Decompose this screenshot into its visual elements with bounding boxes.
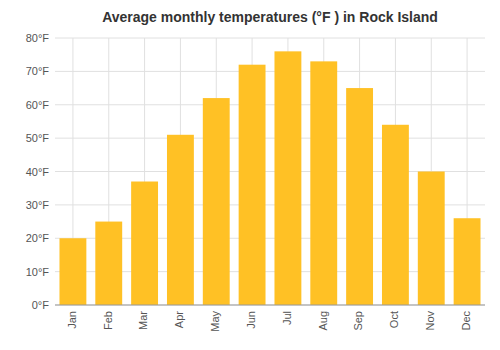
x-tick-label: May bbox=[209, 311, 221, 332]
grid-line-y bbox=[55, 104, 485, 105]
bar bbox=[346, 88, 373, 305]
y-tick-label: 20°F bbox=[26, 232, 50, 244]
bar bbox=[310, 61, 337, 305]
bar bbox=[454, 218, 481, 305]
x-tick-label: Nov bbox=[424, 311, 436, 331]
grid-line-y bbox=[55, 38, 485, 39]
y-tick-label: 70°F bbox=[26, 65, 50, 77]
bar bbox=[95, 222, 122, 305]
grid-line-y bbox=[55, 305, 485, 306]
x-tick-label: Jun bbox=[245, 311, 257, 329]
y-tick-label: 30°F bbox=[26, 199, 50, 211]
bar bbox=[382, 125, 409, 305]
x-tick-label: Aug bbox=[317, 311, 329, 331]
bar bbox=[59, 238, 86, 305]
grid-line-y bbox=[55, 138, 485, 139]
x-tick-label: Jan bbox=[66, 311, 78, 329]
grid-line-y bbox=[55, 71, 485, 72]
y-tick-label: 80°F bbox=[26, 32, 50, 44]
x-axis: Jan Feb Mar Apr May Jun Jul Aug Sep Oct Nov Dec bbox=[66, 311, 472, 332]
bar bbox=[131, 182, 158, 305]
bars bbox=[59, 51, 480, 305]
y-tick-label: 10°F bbox=[26, 266, 50, 278]
x-tick-label: Sep bbox=[352, 311, 364, 331]
bar bbox=[418, 172, 445, 306]
bar bbox=[167, 135, 194, 305]
y-tick-label: 40°F bbox=[26, 166, 50, 178]
bar bbox=[274, 51, 301, 305]
y-axis: 0°F 10°F 20°F 30°F 40°F 50°F 60°F 70°F 80°F bbox=[26, 32, 50, 311]
bar bbox=[203, 98, 230, 305]
x-tick-label: Feb bbox=[102, 311, 114, 330]
chart: Average monthly temperatures (°F ) in Ro… bbox=[0, 0, 500, 350]
x-tick-label: Dec bbox=[460, 311, 472, 331]
y-tick-label: 0°F bbox=[32, 299, 50, 311]
x-tick-label: Oct bbox=[388, 311, 400, 328]
x-tick-label: Mar bbox=[137, 311, 149, 330]
grid bbox=[55, 38, 485, 305]
bar bbox=[239, 65, 266, 305]
y-tick-label: 60°F bbox=[26, 99, 50, 111]
x-tick-label: Jul bbox=[281, 311, 293, 325]
x-axis-line bbox=[55, 305, 485, 306]
y-tick-label: 50°F bbox=[26, 132, 50, 144]
title: Average monthly temperatures (°F ) in Ro… bbox=[102, 9, 438, 25]
x-tick-label: Apr bbox=[173, 311, 185, 328]
